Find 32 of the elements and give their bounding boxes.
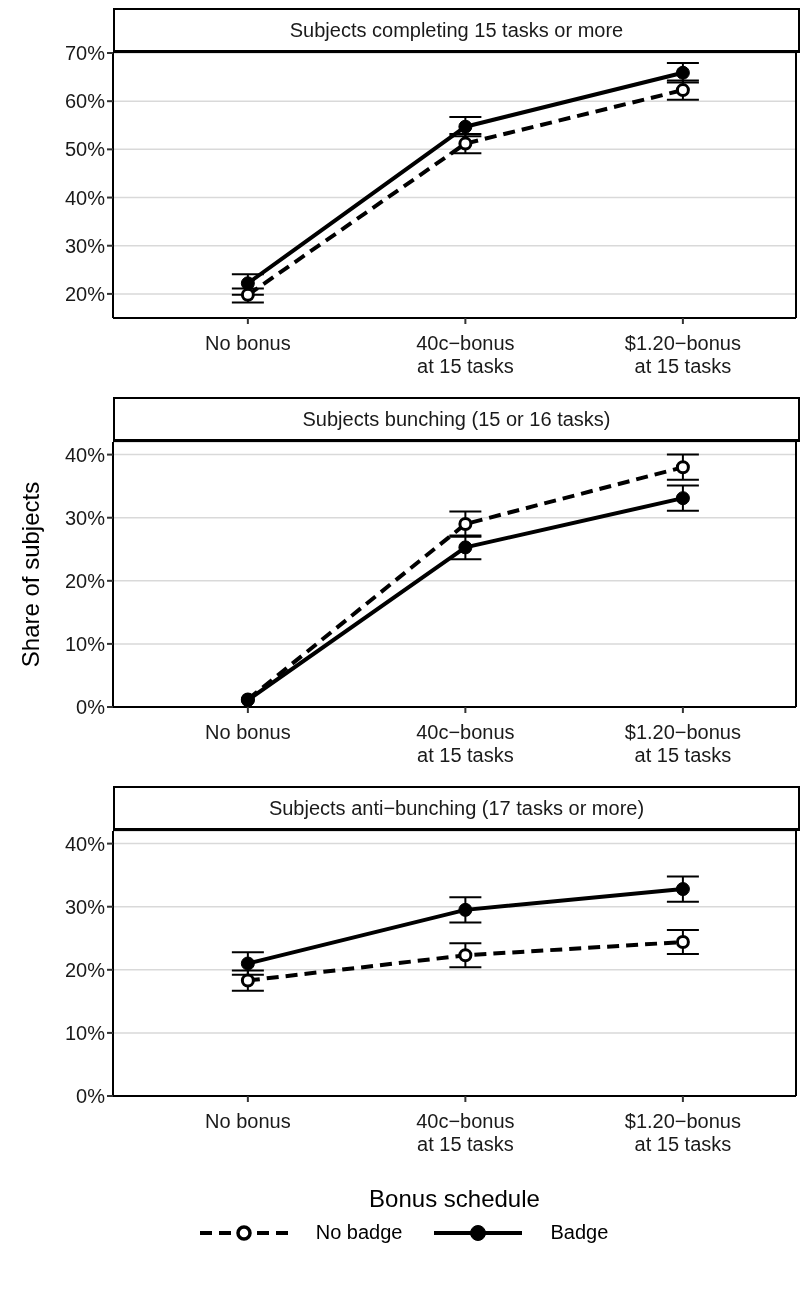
legend-label: Badge — [550, 1221, 609, 1244]
y-tick-label: 30% — [64, 234, 106, 257]
x-tick-label: No bonus — [205, 332, 291, 354]
y-tick-label: 30% — [64, 506, 106, 529]
x-tick-label: 40c−bonus at 15 tasks — [416, 332, 515, 377]
x-tick-label: No bonus — [205, 721, 291, 743]
y-tick-label: 20% — [64, 958, 106, 981]
y-tick-label: 10% — [64, 1022, 106, 1044]
x-tick-label: $1.20−bonus at 15 tasks — [624, 721, 742, 766]
x-tick-label: $1.20−bonus at 15 tasks — [624, 1110, 742, 1155]
legend-label: No badge — [315, 1221, 403, 1244]
y-tick-label: 20% — [64, 283, 106, 306]
chart-title: Subjects bunching (15 or 16 tasks) — [302, 407, 611, 431]
y-tick-label: 10% — [64, 633, 106, 655]
y-tick-label: 40% — [64, 832, 106, 855]
y-tick-label: 30% — [64, 895, 106, 918]
x-tick-label: 40c−bonus at 15 tasks — [416, 721, 515, 766]
x-tick-label: No bonus — [205, 1110, 291, 1132]
y-axis-title: Share of subjects — [16, 481, 44, 668]
x-tick-label: 40c−bonus at 15 tasks — [416, 1110, 515, 1155]
y-tick-label: 20% — [64, 569, 106, 592]
y-tick-label: 0% — [76, 1085, 106, 1108]
y-tick-label: 60% — [64, 90, 106, 113]
x-tick-label: $1.20−bonus at 15 tasks — [624, 332, 742, 377]
y-tick-label: 50% — [64, 138, 106, 161]
y-tick-label: 40% — [64, 443, 106, 466]
chart-title: Subjects anti−bunching (17 tasks or more) — [268, 796, 645, 820]
y-tick-label: 70% — [64, 42, 106, 65]
x-axis-title: Bonus schedule — [369, 1185, 540, 1212]
y-tick-label: 0% — [76, 696, 106, 719]
y-tick-label: 40% — [64, 186, 106, 209]
chart-title: Subjects completing 15 tasks or more — [289, 18, 624, 42]
